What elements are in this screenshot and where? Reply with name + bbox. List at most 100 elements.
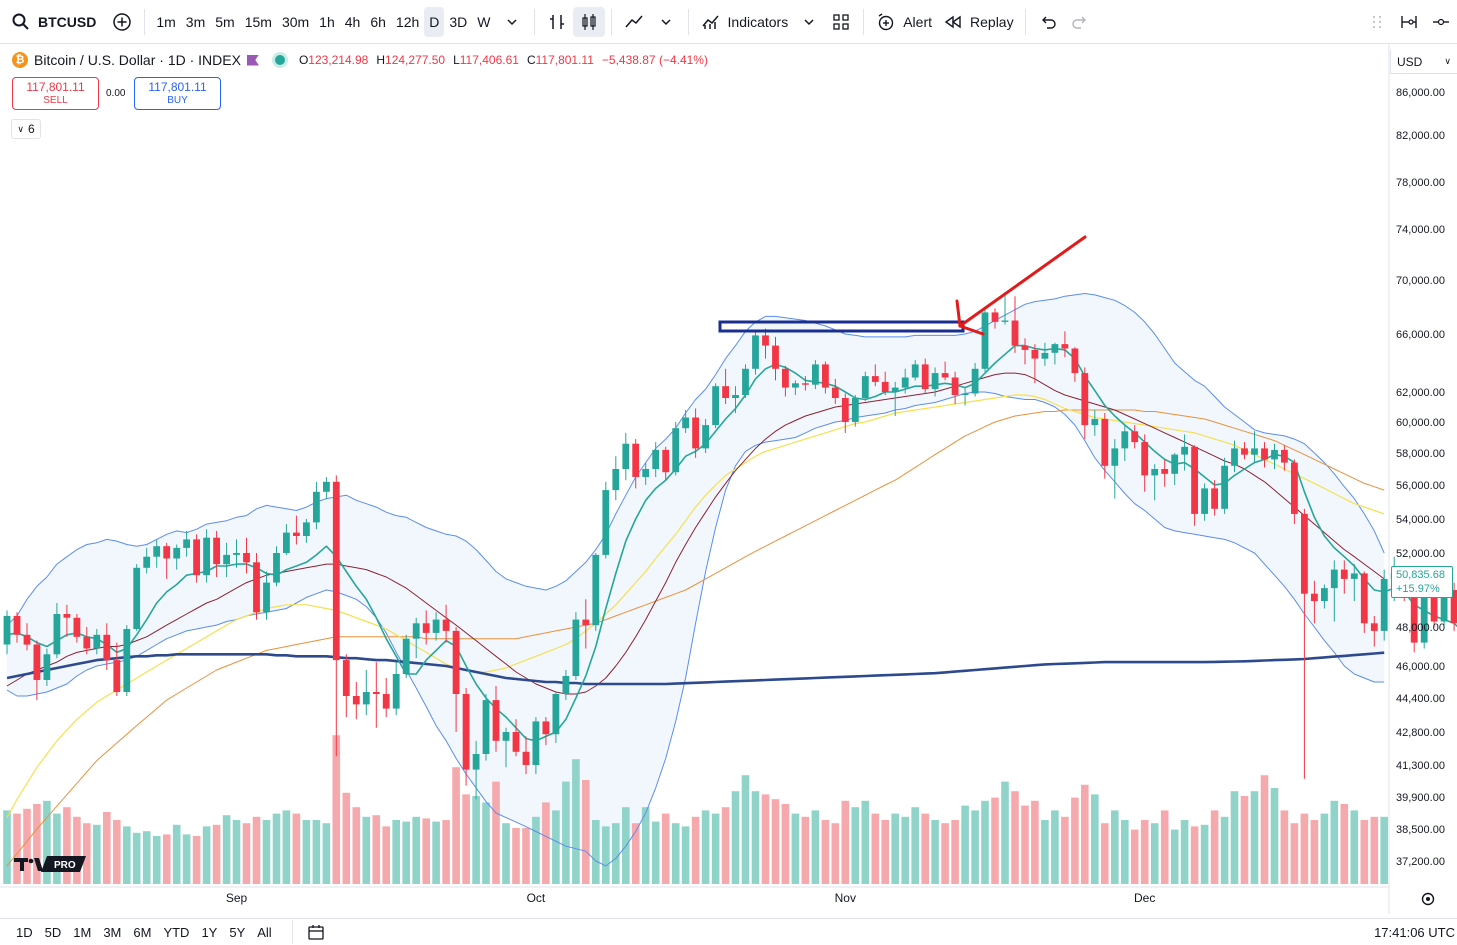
bar-style-button[interactable] xyxy=(541,7,573,37)
measure-button[interactable] xyxy=(1393,7,1425,37)
range-1m[interactable]: 1M xyxy=(73,924,92,940)
range-6m[interactable]: 6M xyxy=(133,924,152,940)
currency-select[interactable]: USD ∨ xyxy=(1390,50,1457,74)
plus-circle-icon xyxy=(111,11,133,33)
volume-bar xyxy=(681,826,690,884)
replay-button[interactable]: Replay xyxy=(937,7,1019,37)
low-label: L xyxy=(453,53,460,67)
candle-body xyxy=(1171,454,1179,474)
volume-bar xyxy=(232,820,241,884)
range-3m[interactable]: 3M xyxy=(103,924,122,940)
candle-body xyxy=(652,449,660,469)
candle-body xyxy=(293,532,300,536)
volume-bar xyxy=(312,820,321,884)
volume-bar xyxy=(13,813,21,884)
indicators-collapse-toggle[interactable]: ∨ 6 xyxy=(11,119,41,139)
flag-icon[interactable] xyxy=(246,54,259,66)
sell-label: SELL xyxy=(43,95,68,106)
drag-handle[interactable] xyxy=(1361,7,1393,37)
symbol-search[interactable]: BTCUSD xyxy=(0,7,106,37)
candle-body xyxy=(562,676,570,694)
spread-value: 0.00 xyxy=(106,88,126,99)
interval-w[interactable]: W xyxy=(477,13,491,30)
candle-body xyxy=(432,619,440,633)
interval-1h[interactable]: 1h xyxy=(319,13,335,30)
range-ytd[interactable]: YTD xyxy=(163,924,190,940)
volume-bar xyxy=(961,805,969,884)
last-price-tag: 50,835.68 +15.97% xyxy=(1391,566,1453,598)
volume-bar xyxy=(991,797,999,884)
candle-body xyxy=(762,335,769,346)
interval-6h[interactable]: 6h xyxy=(370,13,386,30)
interval-3m[interactable]: 3m xyxy=(185,13,206,30)
candle-body xyxy=(53,614,61,655)
price-chart[interactable]: 86,000.00 82,000.00 78,000.00 74,000.00 70,0… xyxy=(0,44,1457,914)
horizontal-line-button[interactable] xyxy=(1425,7,1457,37)
volume-bar xyxy=(602,826,610,884)
chevron-down-icon: ∨ xyxy=(1444,56,1451,66)
volume-bar xyxy=(1001,781,1009,884)
compare-button[interactable] xyxy=(106,7,138,37)
goto-date-button[interactable] xyxy=(291,920,333,944)
redo-button[interactable] xyxy=(1064,7,1096,37)
candle-body xyxy=(901,377,909,388)
range-1d[interactable]: 1D xyxy=(16,924,33,940)
y-tick-label: 44,400.00 xyxy=(1396,693,1445,705)
volume-bar xyxy=(162,834,171,884)
range-5d[interactable]: 5D xyxy=(44,924,62,940)
sell-button[interactable]: 117,801.11 SELL xyxy=(12,77,99,110)
chart-area[interactable]: 86,000.00 82,000.00 78,000.00 74,000.00 70,0… xyxy=(0,44,1457,914)
candle-body xyxy=(93,634,101,649)
range-all[interactable]: All xyxy=(257,924,272,940)
volume-bar xyxy=(192,836,201,884)
volume-bar xyxy=(1130,829,1139,884)
candle-body xyxy=(662,449,670,473)
indicators-dropdown[interactable] xyxy=(793,7,825,37)
interval-3d[interactable]: 3D xyxy=(449,13,468,30)
chart-type-dropdown[interactable] xyxy=(650,7,682,37)
volume-bar xyxy=(103,812,111,884)
ma-yellow-line xyxy=(6,394,1385,818)
undo-button[interactable] xyxy=(1032,7,1064,37)
market-status-icon[interactable] xyxy=(274,55,285,65)
line-style-button[interactable] xyxy=(618,7,650,37)
legend-title[interactable]: Bitcoin / U.S. Dollar · 1D · INDEX xyxy=(34,52,241,68)
toolbar-separator xyxy=(687,8,689,35)
volume-bar xyxy=(871,813,880,884)
rewind-icon xyxy=(942,11,964,33)
x-tick-label: Sep xyxy=(226,891,248,905)
candle-body xyxy=(991,312,999,322)
candle-body xyxy=(612,469,620,491)
range-5y[interactable]: 5Y xyxy=(229,924,246,940)
candle-body xyxy=(951,377,959,395)
utc-clock[interactable]: 17:41:06 UTC xyxy=(1374,925,1455,940)
interval-1m[interactable]: 1m xyxy=(156,13,176,30)
y-tick-label: 56,000.00 xyxy=(1396,480,1445,492)
interval-5m[interactable]: 5m xyxy=(215,13,235,30)
alert-button[interactable]: Alert xyxy=(870,7,937,37)
interval-dropdown[interactable] xyxy=(496,7,528,37)
buy-button[interactable]: 117,801.11 BUY xyxy=(134,77,221,110)
volume-bar xyxy=(532,816,540,884)
interval-30m[interactable]: 30m xyxy=(281,13,310,30)
volume-bar xyxy=(911,807,919,884)
layouts-button[interactable] xyxy=(825,7,857,37)
volume-bar xyxy=(1031,800,1039,884)
volume-bar xyxy=(951,820,959,884)
range-group: 1D 5D 1M 3M 6M YTD 1Y 5Y All xyxy=(10,920,278,944)
candle-body xyxy=(831,387,839,398)
candle-body xyxy=(1221,465,1228,509)
volume-bar xyxy=(1240,796,1249,884)
interval-12h[interactable]: 12h xyxy=(395,13,420,30)
volume-bar xyxy=(332,735,341,884)
candles-style-button[interactable] xyxy=(572,6,605,37)
candles-icon xyxy=(578,11,600,33)
range-1y[interactable]: 1Y xyxy=(201,924,218,940)
interval-d[interactable]: D xyxy=(424,6,445,37)
interval-4h[interactable]: 4h xyxy=(344,13,361,30)
candle-body xyxy=(472,754,480,770)
volume-bar xyxy=(791,813,800,884)
indicators-button[interactable]: Indicators xyxy=(695,7,794,37)
interval-15m[interactable]: 15m xyxy=(244,13,272,30)
y-tick-label: 39,900.00 xyxy=(1396,792,1445,804)
